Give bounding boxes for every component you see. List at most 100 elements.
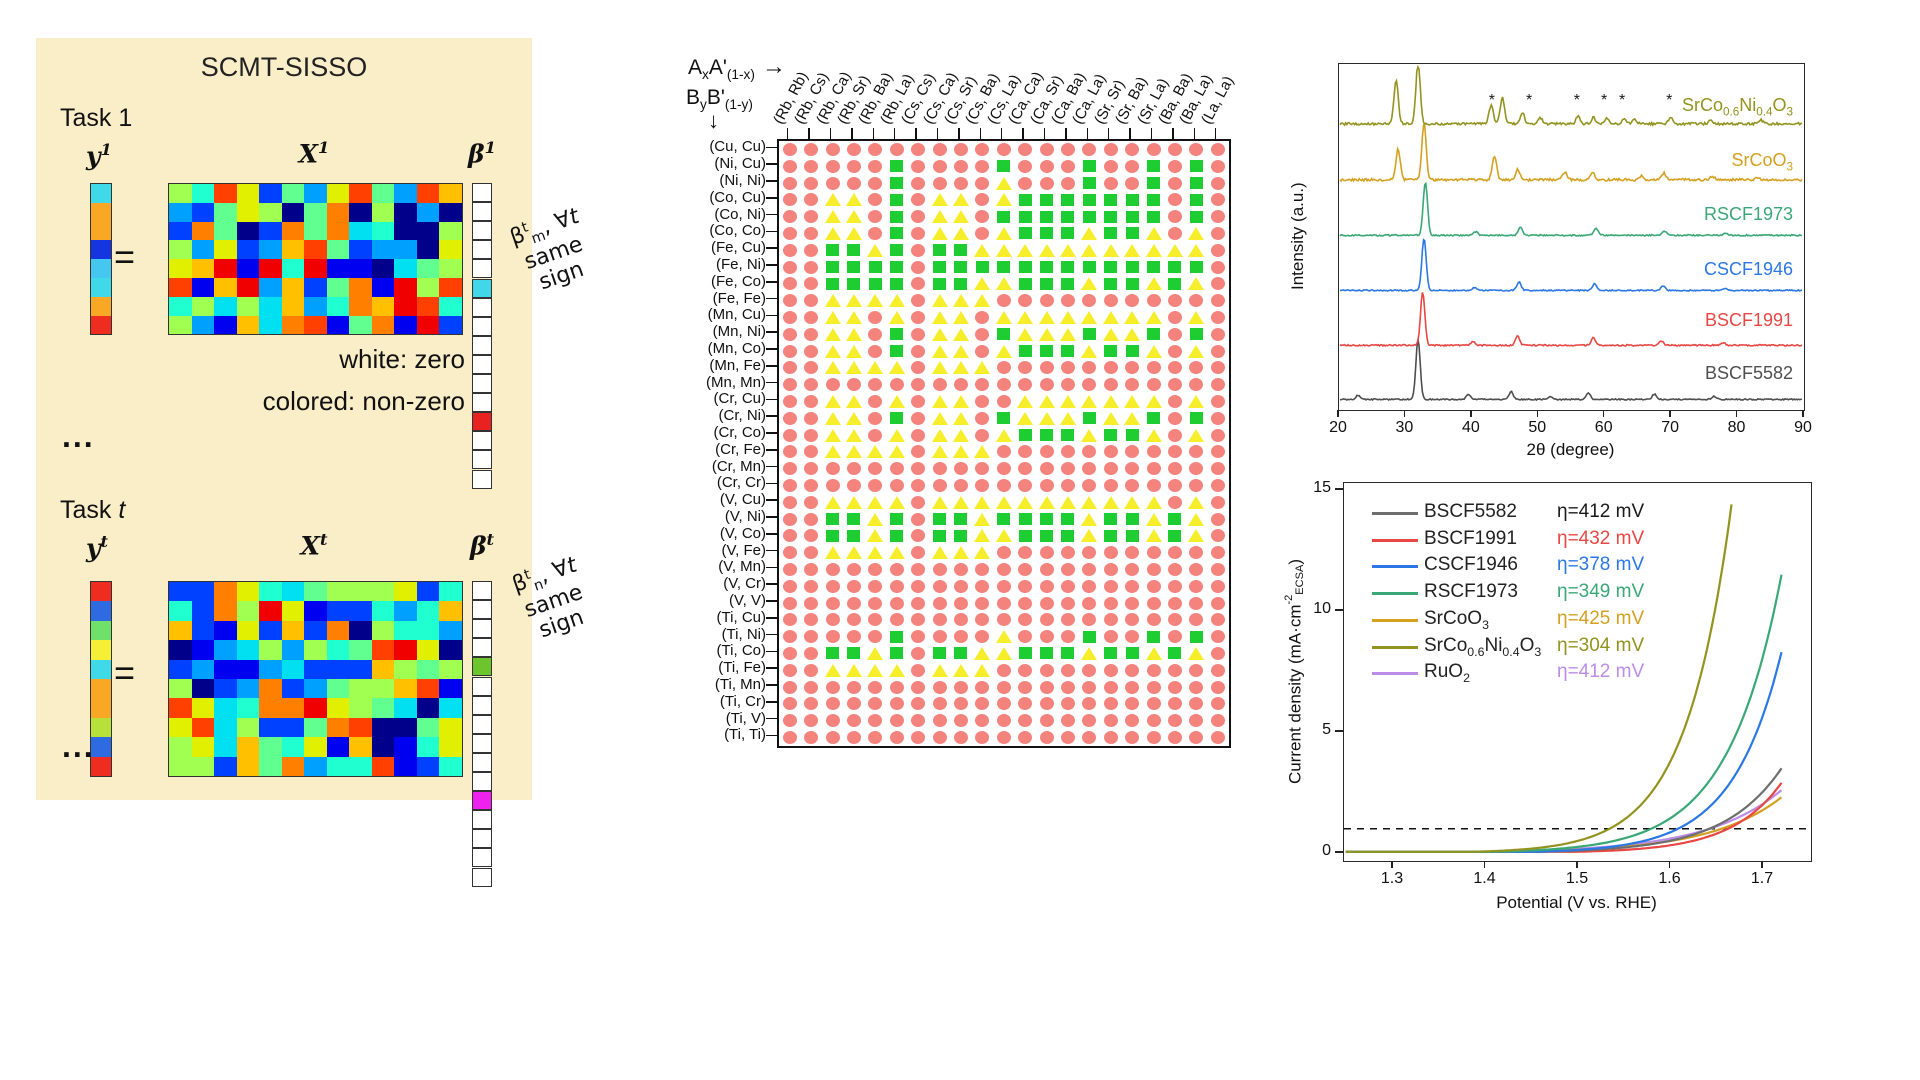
symbol-yellow-triangle: [888, 546, 905, 560]
symbol-yellow-triangle: [974, 663, 991, 677]
grid-left-tick: [766, 600, 777, 602]
vector-cell: [91, 202, 111, 222]
grid-left-tick: [766, 717, 777, 720]
symbol-red-circle: [782, 394, 797, 408]
symbol-yellow-triangle: [1188, 529, 1205, 543]
beta-cell: [472, 695, 492, 715]
symbol-red-circle: [804, 310, 819, 324]
symbol-red-circle: [1018, 445, 1033, 459]
symbol-red-circle: [932, 378, 947, 392]
symbol-red-circle: [1125, 378, 1140, 392]
symbol-red-circle: [911, 277, 926, 291]
grid-left-tick: [766, 650, 777, 653]
symbol-yellow-triangle: [952, 344, 969, 358]
symbol-green-square: [847, 244, 861, 257]
symbol-yellow-triangle: [845, 294, 862, 308]
symbol-red-circle: [953, 613, 968, 627]
symbol-red-circle: [1039, 361, 1054, 375]
symbol-red-circle: [932, 613, 947, 627]
symbol-yellow-triangle: [867, 361, 884, 375]
symbol-green-square: [1018, 261, 1032, 273]
symbol-red-circle: [1082, 680, 1097, 694]
beta-cell: [472, 867, 492, 887]
symbol-red-circle: [1146, 294, 1161, 308]
symbol-yellow-triangle: [952, 294, 969, 308]
symbol-red-circle: [1018, 613, 1033, 627]
symbol-yellow-triangle: [1145, 394, 1162, 408]
symbol-red-circle: [1039, 378, 1054, 392]
vector-cell: [91, 601, 111, 621]
heatmap-cell: [349, 278, 372, 297]
symbol-green-square: [890, 513, 904, 525]
symbol-red-circle: [825, 478, 840, 492]
symbol-yellow-triangle: [845, 663, 862, 677]
symbol-red-circle: [889, 730, 904, 744]
symbol-red-circle: [1125, 680, 1140, 694]
vector-cell: [91, 278, 111, 297]
heatmap-cell: [236, 259, 259, 278]
symbol-red-circle: [975, 630, 990, 644]
symbol-red-circle: [1018, 680, 1033, 694]
vector-cell: [91, 698, 111, 718]
heatmap-cell: [349, 717, 372, 738]
symbol-green-square: [1168, 529, 1182, 542]
heatmap-cell: [214, 582, 237, 602]
symbol-red-circle: [782, 344, 797, 358]
heatmap-cell: [191, 315, 214, 335]
symbol-red-circle: [1167, 327, 1182, 341]
symbol-red-circle: [975, 210, 990, 224]
symbol-red-circle: [1018, 579, 1033, 593]
heatmap-cell: [169, 202, 192, 222]
heatmap-cell: [169, 737, 192, 757]
symbol-red-circle: [1060, 378, 1075, 392]
symbol-red-circle: [889, 613, 904, 627]
symbol-red-circle: [846, 596, 861, 610]
vector-cell: [91, 640, 111, 660]
symbol-red-circle: [868, 142, 883, 156]
symbol-red-circle: [782, 462, 797, 476]
symbol-green-square: [1082, 261, 1096, 273]
betat-vector: [472, 581, 492, 887]
symbol-red-circle: [953, 730, 968, 744]
y1-vector: [90, 183, 112, 336]
heatmap-cell: [326, 737, 349, 757]
symbol-red-circle: [1060, 562, 1075, 576]
symbol-red-circle: [782, 176, 797, 190]
heatmap-cell: [281, 296, 304, 316]
symbol-red-circle: [868, 394, 883, 408]
xrd-x-tick: [1802, 410, 1804, 417]
symbol-red-circle: [932, 730, 947, 744]
legend-swatch-line: [1372, 645, 1418, 649]
grid-left-tick: [766, 213, 777, 216]
heatmap-cell: [439, 640, 462, 660]
symbol-red-circle: [846, 142, 861, 156]
oer-y-tick-label: 10: [1313, 600, 1331, 617]
symbol-red-circle: [889, 579, 904, 593]
symbol-red-circle: [1167, 730, 1182, 744]
symbol-red-circle: [868, 327, 883, 341]
heatmap-cell: [304, 278, 327, 297]
symbol-red-circle: [1167, 294, 1182, 308]
heatmap-cell: [394, 315, 417, 335]
grid-left-tick: [766, 163, 777, 165]
symbol-yellow-triangle: [952, 495, 969, 509]
heatmap-cell: [214, 184, 237, 203]
symbol-red-circle: [996, 697, 1011, 711]
symbol-red-circle: [868, 697, 883, 711]
symbol-yellow-triangle: [1124, 394, 1141, 408]
symbol-yellow-triangle: [1102, 394, 1119, 408]
symbol-yellow-triangle: [845, 310, 862, 324]
symbol-red-circle: [804, 579, 819, 593]
symbol-red-circle: [1125, 730, 1140, 744]
symbol-green-square: [847, 529, 861, 542]
symbol-red-circle: [1167, 630, 1182, 644]
symbol-yellow-triangle: [824, 361, 841, 375]
heatmap-cell: [191, 717, 214, 738]
symbol-red-circle: [1018, 478, 1033, 492]
symbol-green-square: [826, 261, 839, 273]
symbol-green-square: [1061, 429, 1075, 441]
symbol-red-circle: [1103, 613, 1118, 627]
symbol-red-circle: [975, 579, 990, 593]
heatmap-cell: [416, 756, 439, 776]
heatmap-cell: [439, 698, 462, 718]
